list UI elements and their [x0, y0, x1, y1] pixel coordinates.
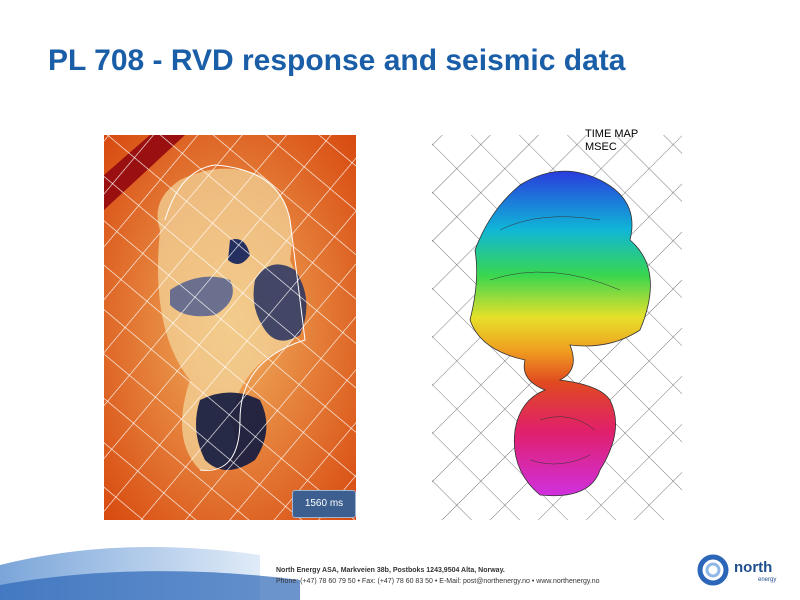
time-badge: 1560 ms	[292, 490, 356, 518]
logo-sub: energy	[758, 577, 777, 583]
slide-title: PL 708 - RVD response and seismic data	[48, 44, 626, 77]
map-label-line: MSEC	[585, 141, 617, 153]
time-map	[432, 135, 682, 520]
map-label: TIME MAP MSEC	[585, 128, 638, 154]
logo-mark	[697, 554, 729, 586]
footer: North Energy ASA, Markveien 38b, Postbok…	[276, 565, 600, 587]
footer-line: Phone: (+47) 78 60 79 50 • Fax: (+47) 78…	[276, 578, 600, 585]
rvd-map	[104, 135, 356, 520]
logo: north energy	[696, 553, 786, 587]
logo-name: north	[734, 559, 773, 576]
footer-wave	[0, 571, 300, 600]
footer-line: North Energy ASA, Markveien 38b, Postbok…	[276, 567, 505, 574]
map-label-line: TIME MAP	[585, 128, 639, 140]
